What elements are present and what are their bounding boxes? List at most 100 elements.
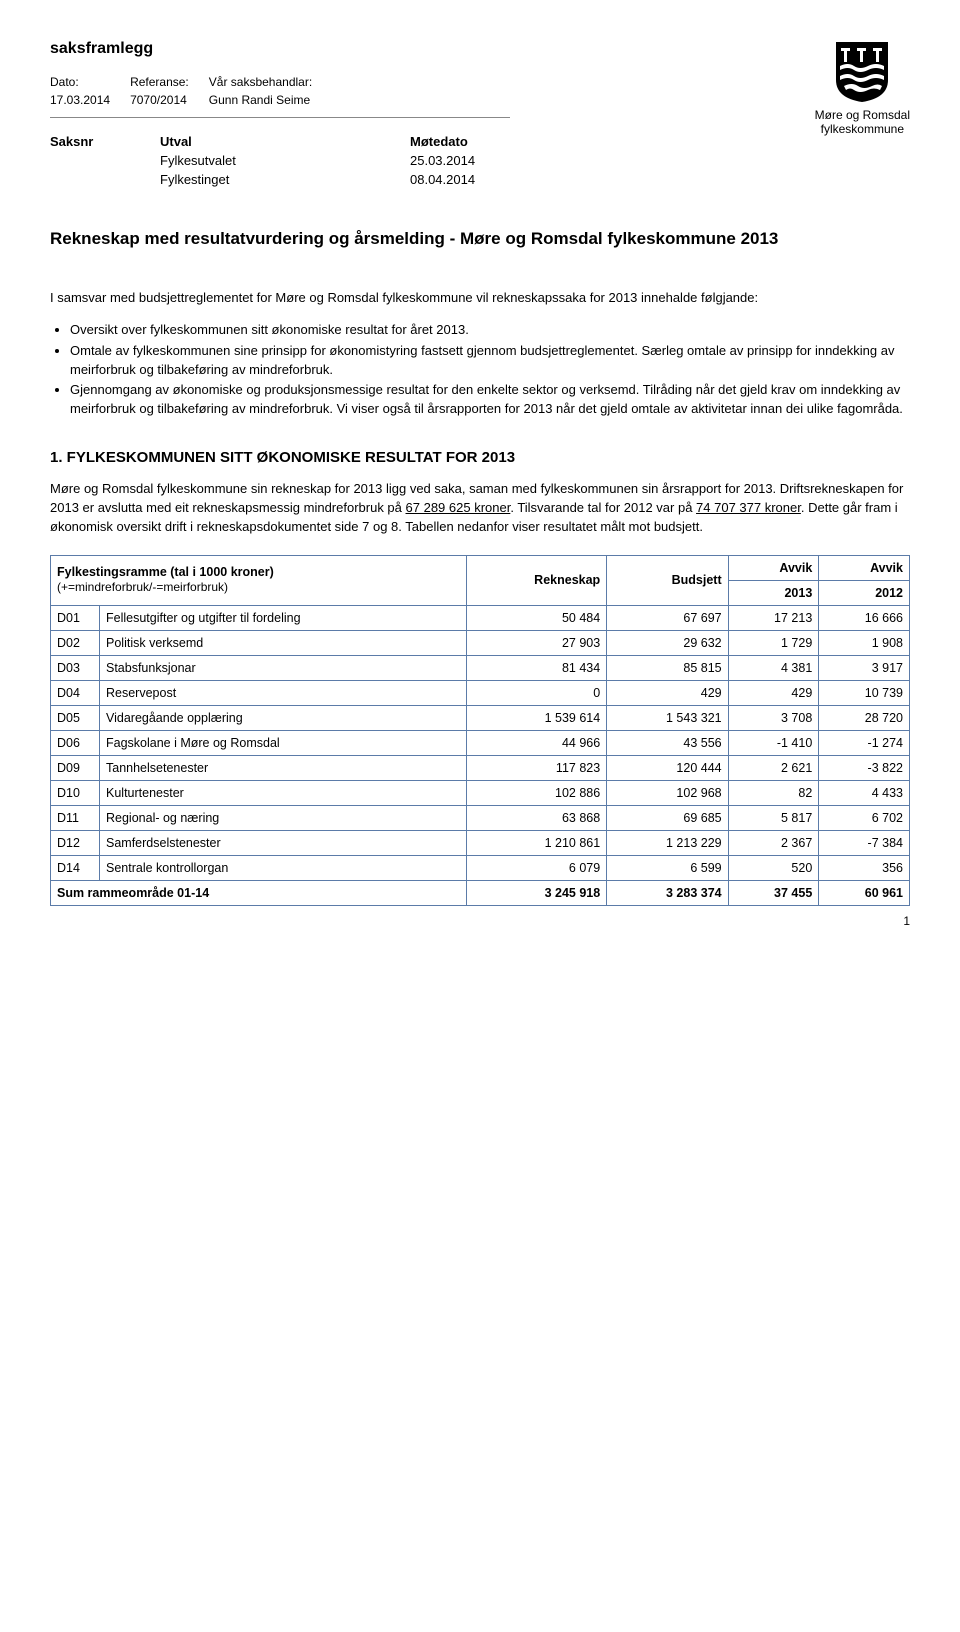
table-row: D14Sentrale kontrollorgan6 0796 59952035… [51, 855, 910, 880]
page-title: Rekneskap med resultatvurdering og årsme… [50, 229, 910, 249]
section-paragraph: Møre og Romsdal fylkeskommune sin reknes… [50, 480, 910, 537]
row-code: D10 [51, 780, 100, 805]
row-name: Fellesutgifter og utgifter til fordeling [100, 605, 467, 630]
row-code: D06 [51, 730, 100, 755]
table-row: D11Regional- og næring63 86869 6855 8176… [51, 805, 910, 830]
row-avvik-2012: -1 274 [819, 730, 910, 755]
meta-dato-value: 17.03.2014 [50, 91, 130, 109]
row-avvik-2012: 356 [819, 855, 910, 880]
table-row: D01Fellesutgifter og utgifter til fordel… [51, 605, 910, 630]
row-code: D02 [51, 630, 100, 655]
row-rekneskap: 27 903 [467, 630, 607, 655]
row-name: Politisk verksemd [100, 630, 467, 655]
meta-divider [50, 117, 510, 118]
row-budsjett: 69 685 [607, 805, 728, 830]
meta-dato-label: Dato: [50, 73, 130, 91]
list-item: Omtale av fylkeskommunen sine prinsipp f… [70, 342, 910, 380]
table-row: D06Fagskolane i Møre og Romsdal44 96643 … [51, 730, 910, 755]
sum-label: Sum rammeområde 01-14 [51, 880, 467, 905]
saks-row-utval: Fylkesutvalet [160, 151, 410, 170]
th-rekneskap: Rekneskap [467, 555, 607, 605]
row-avvik-2013: 82 [728, 780, 819, 805]
logo-text-line1: Møre og Romsdal [815, 108, 910, 122]
row-budsjett: 1 213 229 [607, 830, 728, 855]
row-avvik-2013: 5 817 [728, 805, 819, 830]
row-avvik-2013: 3 708 [728, 705, 819, 730]
row-code: D14 [51, 855, 100, 880]
sum-avvik-2013: 37 455 [728, 880, 819, 905]
th-avvik-2013-top: Avvik [728, 555, 819, 580]
row-name: Regional- og næring [100, 805, 467, 830]
saks-row-utval: Fylkestinget [160, 170, 410, 189]
row-avvik-2012: 10 739 [819, 680, 910, 705]
row-name: Tannhelsetenester [100, 755, 467, 780]
row-rekneskap: 0 [467, 680, 607, 705]
row-code: D12 [51, 830, 100, 855]
saks-row-motedato: 08.04.2014 [410, 170, 530, 189]
row-budsjett: 429 [607, 680, 728, 705]
row-rekneskap: 1 210 861 [467, 830, 607, 855]
row-rekneskap: 81 434 [467, 655, 607, 680]
row-name: Stabsfunksjonar [100, 655, 467, 680]
saks-table: Saksnr Utval Møtedato Fylkesutvalet 25.0… [50, 132, 530, 189]
table-row: D12Samferdselstenester1 210 8611 213 229… [51, 830, 910, 855]
row-budsjett: 29 632 [607, 630, 728, 655]
row-avvik-2012: 3 917 [819, 655, 910, 680]
row-name: Samferdselstenester [100, 830, 467, 855]
row-code: D09 [51, 755, 100, 780]
sum-budsjett: 3 283 374 [607, 880, 728, 905]
row-rekneskap: 117 823 [467, 755, 607, 780]
table-row: D04Reservepost042942910 739 [51, 680, 910, 705]
table-row: D10Kulturtenester102 886102 968824 433 [51, 780, 910, 805]
row-avvik-2012: 4 433 [819, 780, 910, 805]
row-budsjett: 102 968 [607, 780, 728, 805]
table-row: D09Tannhelsetenester117 823120 4442 621-… [51, 755, 910, 780]
page-number: 1 [50, 914, 910, 928]
saks-row-saksnr [50, 151, 160, 170]
saks-row-saksnr [50, 170, 160, 189]
row-avvik-2012: -7 384 [819, 830, 910, 855]
th-ramme: Fylkestingsramme (tal i 1000 kroner) (+=… [51, 555, 467, 605]
row-name: Vidaregåande opplæring [100, 705, 467, 730]
saks-header-utval: Utval [160, 132, 410, 151]
shield-icon [834, 40, 890, 104]
section-heading: 1. FYLKESKOMMUNEN SITT ØKONOMISKE RESULT… [50, 449, 910, 466]
row-avvik-2012: -3 822 [819, 755, 910, 780]
row-rekneskap: 63 868 [467, 805, 607, 830]
row-code: D03 [51, 655, 100, 680]
logo-text-line2: fylkeskommune [815, 122, 910, 136]
row-rekneskap: 50 484 [467, 605, 607, 630]
row-avvik-2013: 4 381 [728, 655, 819, 680]
row-avvik-2013: 520 [728, 855, 819, 880]
org-logo: Møre og Romsdal fylkeskommune [815, 40, 910, 136]
meta-saksbeh-value: Gunn Randi Seime [209, 91, 332, 109]
doc-type-label: saksframlegg [50, 40, 795, 58]
th-avvik-2012-top: Avvik [819, 555, 910, 580]
row-avvik-2012: 28 720 [819, 705, 910, 730]
list-item: Oversikt over fylkeskommunen sitt økonom… [70, 321, 910, 340]
table-row: D02Politisk verksemd27 90329 6321 7291 9… [51, 630, 910, 655]
saks-row-motedato: 25.03.2014 [410, 151, 530, 170]
th-2013: 2013 [728, 580, 819, 605]
row-budsjett: 120 444 [607, 755, 728, 780]
table-row: D03Stabsfunksjonar81 43485 8154 3813 917 [51, 655, 910, 680]
row-rekneskap: 44 966 [467, 730, 607, 755]
row-code: D05 [51, 705, 100, 730]
meta-saksbeh-label: Vår saksbehandlar: [209, 73, 332, 91]
row-name: Kulturtenester [100, 780, 467, 805]
row-code: D01 [51, 605, 100, 630]
row-code: D11 [51, 805, 100, 830]
row-avvik-2013: 1 729 [728, 630, 819, 655]
table-row: D05Vidaregåande opplæring1 539 6141 543 … [51, 705, 910, 730]
row-name: Reservepost [100, 680, 467, 705]
row-avvik-2013: 2 367 [728, 830, 819, 855]
row-budsjett: 85 815 [607, 655, 728, 680]
row-avvik-2013: -1 410 [728, 730, 819, 755]
row-budsjett: 43 556 [607, 730, 728, 755]
meta-ref-value: 7070/2014 [130, 91, 209, 109]
meta-table: Dato: Referanse: Vår saksbehandlar: 17.0… [50, 73, 332, 109]
th-budsjett: Budsjett [607, 555, 728, 605]
row-budsjett: 67 697 [607, 605, 728, 630]
intro-paragraph: I samsvar med budsjettreglementet for Mø… [50, 289, 910, 308]
list-item: Gjennomgang av økonomiske og produksjons… [70, 381, 910, 419]
